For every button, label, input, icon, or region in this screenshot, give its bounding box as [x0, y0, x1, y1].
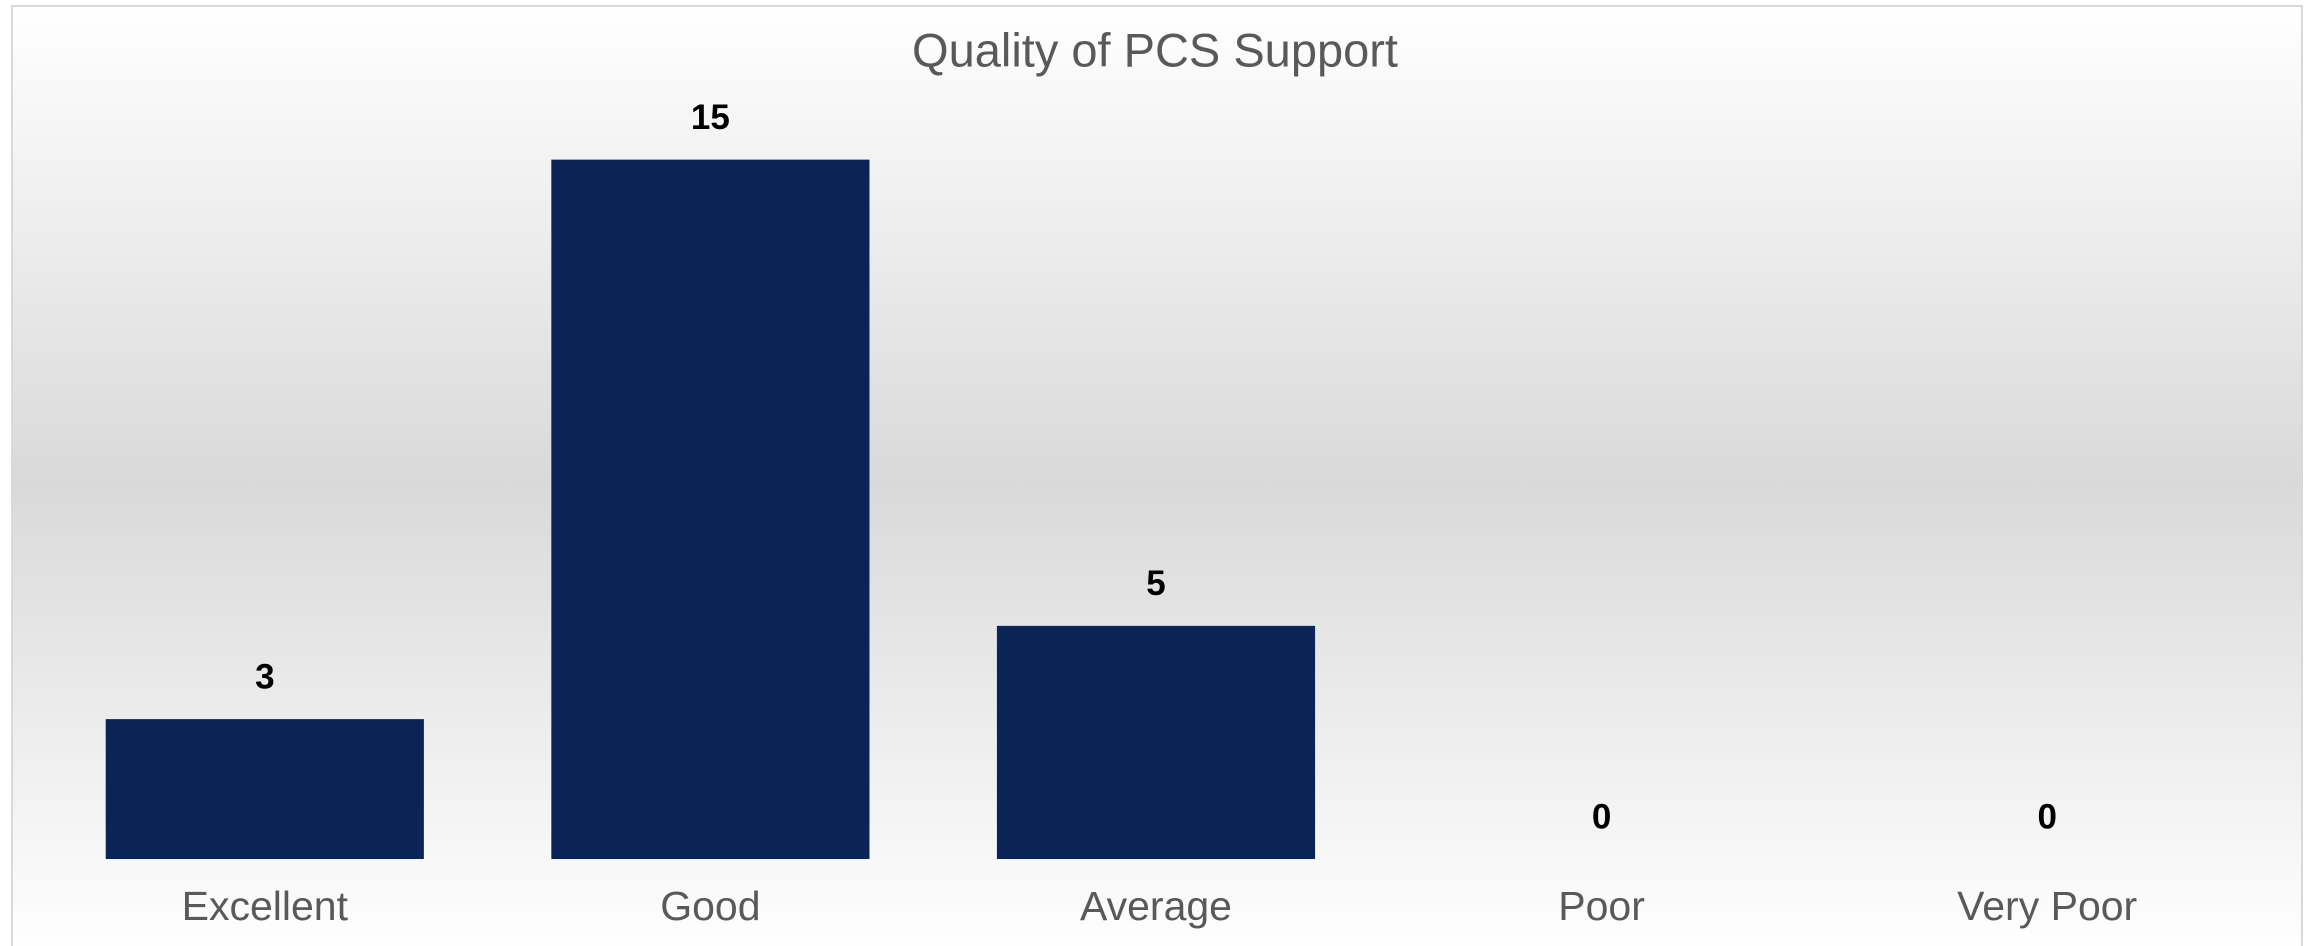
x-tick-label: Poor	[1558, 883, 1645, 929]
x-tick-label: Very Poor	[1957, 883, 2137, 929]
bar	[996, 625, 1316, 859]
chart-title: Quality of PCS Support	[912, 23, 1398, 76]
x-tick-label: Average	[1080, 883, 1232, 929]
bar	[105, 719, 424, 859]
x-tick-label: Excellent	[182, 883, 349, 929]
value-label: 0	[1592, 797, 1611, 836]
bar	[551, 159, 870, 859]
x-tick-label: Good	[660, 883, 760, 929]
value-label: 15	[691, 98, 730, 137]
value-label: 5	[1146, 564, 1165, 603]
value-label: 0	[2037, 797, 2056, 836]
value-label: 3	[255, 657, 274, 696]
